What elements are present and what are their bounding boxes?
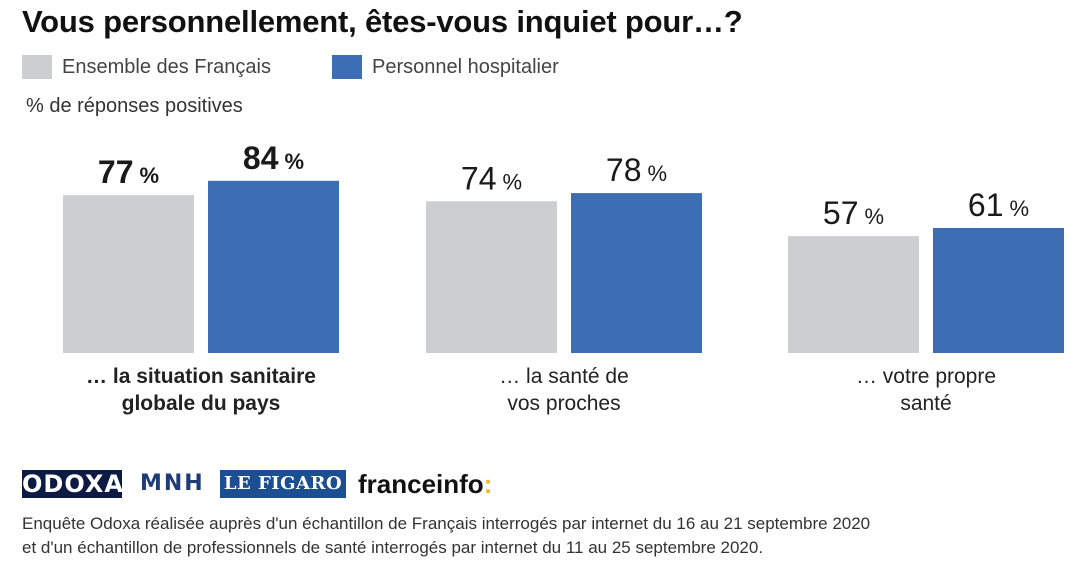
- bar-ensemble-sante-proches: [426, 201, 557, 353]
- category-label-propre-sante-line-2: santé: [900, 392, 951, 415]
- mnh-logo: MNH: [140, 471, 205, 496]
- category-label-situation-sanitaire-line-1: … la situation sanitaire: [86, 365, 316, 388]
- category-label-sante-proches-line-2: vos proches: [507, 392, 620, 415]
- footnote: Enquête Odoxa réalisée auprès d'un échan…: [22, 512, 870, 560]
- franceinfo-logo-text: franceinfo: [358, 469, 484, 499]
- category-label-sante-proches-line-1: … la santé de: [499, 365, 629, 388]
- chart-subtitle: % de réponses positives: [26, 95, 243, 117]
- legend-swatch-ensemble: [22, 55, 52, 79]
- bar-ensemble-propre-sante: [788, 236, 919, 353]
- data-label-ensemble-situation-sanitaire: 77%: [98, 154, 159, 190]
- data-label-hospitalier-sante-proches: 78%: [606, 152, 667, 188]
- legend-label-hospitalier: Personnel hospitalier: [372, 55, 559, 78]
- bar-hospitalier-propre-sante: [933, 227, 1064, 353]
- chart-title: Vous personnellement, êtes-vous inquiet …: [22, 4, 743, 39]
- bar-chart: 77% 84% … la situation sanitaire globale du…: [63, 140, 1064, 415]
- bar-hospitalier-situation-sanitaire: [208, 180, 339, 353]
- bar-hospitalier-sante-proches: [571, 193, 702, 353]
- legend-item-hospitalier: Personnel hospitalier: [332, 55, 559, 79]
- le-figaro-logo: LE FIGARO: [220, 470, 346, 498]
- franceinfo-logo: franceinfo:: [358, 468, 492, 500]
- footnote-line-1: Enquête Odoxa réalisée auprès d'un échan…: [22, 514, 871, 533]
- data-label-hospitalier-situation-sanitaire: 84%: [243, 140, 304, 176]
- bar-ensemble-situation-sanitaire: [63, 195, 194, 353]
- data-label-ensemble-propre-sante: 57%: [823, 195, 884, 231]
- legend-swatch-hospitalier: [332, 55, 362, 79]
- legend-label-ensemble: Ensemble des Français: [62, 55, 271, 78]
- data-label-ensemble-sante-proches: 74%: [461, 160, 522, 196]
- legend-item-ensemble: Ensemble des Français: [22, 55, 271, 79]
- category-label-situation-sanitaire-line-2: globale du pays: [122, 392, 281, 415]
- odoxa-logo: ODOXA: [22, 470, 124, 498]
- category-label-propre-sante-line-1: … votre propre: [856, 365, 996, 388]
- footnote-line-2: et d'un échantillon de professionnels de…: [22, 538, 764, 557]
- franceinfo-logo-colon: :: [483, 469, 493, 499]
- data-label-hospitalier-propre-sante: 61%: [968, 187, 1029, 223]
